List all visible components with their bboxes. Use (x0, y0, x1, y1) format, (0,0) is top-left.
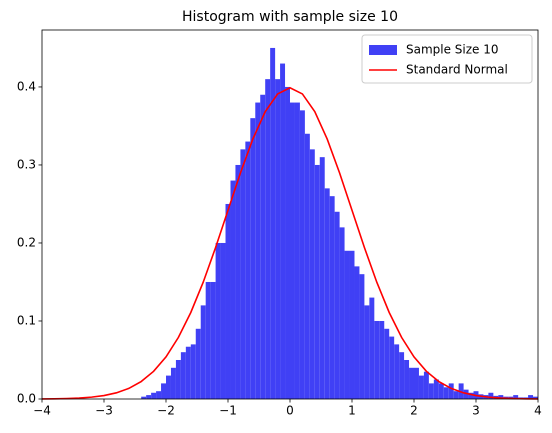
histogram-bar (399, 352, 405, 399)
histogram-bar (141, 396, 147, 399)
histogram-bar (265, 79, 271, 399)
histogram-bar (170, 367, 176, 399)
x-tick-label: −4 (33, 404, 51, 418)
y-tick-label: 0.1 (17, 313, 36, 327)
histogram-bar (344, 250, 350, 399)
x-tick-label: 4 (534, 404, 542, 418)
histogram-bar (156, 391, 162, 399)
legend-box (361, 34, 533, 84)
histogram-bar (161, 383, 166, 399)
histogram-bar (319, 157, 325, 399)
histogram-bar (290, 102, 295, 400)
histogram-bar (384, 328, 390, 399)
histogram-bar (428, 383, 434, 399)
histogram-bar (280, 63, 286, 399)
histogram-bar (359, 274, 365, 399)
histogram-bar (443, 387, 449, 399)
histogram-bar (339, 227, 345, 399)
histogram-bar (369, 297, 375, 399)
x-tick-label: 0 (286, 404, 294, 418)
histogram-bar (230, 180, 236, 399)
histogram-bar (294, 102, 300, 400)
histogram-bar (433, 379, 439, 399)
x-tick-label: −2 (157, 404, 175, 418)
histogram-bar (260, 94, 266, 400)
histogram-bar (220, 242, 226, 399)
histogram-bar (195, 328, 201, 399)
histogram-bar (438, 383, 444, 399)
histogram-bar (314, 164, 320, 399)
histogram-bar (448, 383, 454, 399)
histogram-bar (324, 188, 330, 399)
histogram-bar (235, 164, 241, 399)
legend-label: Standard Normal (406, 63, 508, 77)
histogram-bar (394, 344, 400, 399)
histogram-bar (498, 395, 504, 399)
x-tick-label: 2 (410, 404, 418, 418)
histogram-bar (334, 211, 340, 399)
legend-swatch (369, 45, 397, 55)
histogram-bar (404, 359, 410, 399)
histogram-bar (488, 392, 494, 399)
histogram-bar (275, 79, 281, 399)
chart-title: Histogram with sample size 10 (182, 9, 398, 25)
histogram-bar (215, 242, 221, 399)
histogram-bar (190, 344, 196, 399)
histogram-bar (418, 375, 424, 399)
histogram-bar (533, 396, 538, 399)
histogram-bar (240, 149, 246, 399)
histogram-bar (250, 118, 256, 400)
x-tick-label: 1 (348, 404, 356, 418)
y-tick-label: 0.0 (17, 392, 36, 406)
histogram-bar (364, 305, 370, 399)
histogram-bar (423, 371, 429, 399)
histogram-bar (528, 395, 534, 399)
histogram-bar (210, 281, 216, 399)
y-tick-label: 0.4 (17, 79, 36, 93)
legend-label: Sample Size 10 (406, 43, 499, 57)
histogram-bar (304, 133, 310, 399)
x-tick-label: −3 (95, 404, 113, 418)
histogram-bar (409, 367, 414, 399)
histogram-bar (225, 203, 231, 399)
histogram-bar (200, 305, 206, 399)
y-tick-label: 0.3 (17, 157, 36, 171)
histogram-bar (354, 266, 360, 399)
histogram-bar (374, 320, 380, 399)
histogram-bar (175, 359, 181, 399)
histogram-bar (349, 250, 355, 399)
histogram-bar (180, 352, 186, 399)
x-tick-label: −1 (219, 404, 237, 418)
histogram-bar (309, 149, 315, 399)
histogram-bar (513, 395, 519, 399)
histogram-bar (146, 395, 152, 399)
histogram-bar (255, 102, 261, 400)
histogram-bar (245, 141, 251, 399)
histogram-bar (463, 389, 469, 399)
y-tick-label: 0.2 (17, 235, 36, 249)
histogram-bar (205, 281, 211, 399)
histogram-bar (285, 86, 290, 400)
histogram-bar (151, 392, 157, 399)
histogram-bar (185, 346, 191, 399)
curve-line (41, 86, 539, 400)
x-tick-label: 3 (472, 404, 480, 418)
histogram-bar (468, 392, 474, 399)
histogram-bar (270, 47, 276, 399)
histogram-bar (389, 336, 395, 399)
histogram-bar (166, 375, 171, 399)
histogram-bar (453, 391, 459, 399)
histogram-bar (379, 320, 385, 399)
histogram-bar (414, 367, 419, 399)
histogram-bar (299, 110, 305, 400)
histogram-bar (329, 196, 335, 399)
